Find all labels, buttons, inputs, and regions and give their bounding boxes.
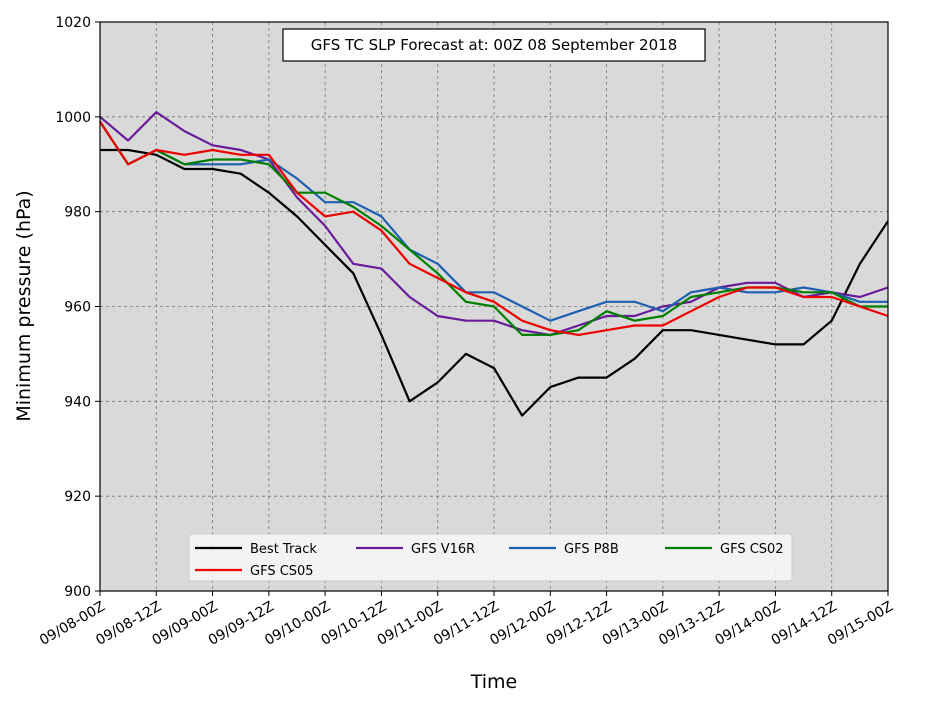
chart-title: GFS TC SLP Forecast at: 00Z 08 September… [311, 36, 677, 54]
legend-label-gfs-p8b: GFS P8B [564, 542, 619, 557]
series-lines [99, 110, 889, 417]
x-axis: 09/08-00Z09/08-12Z09/09-00Z09/09-12Z09/1… [37, 591, 896, 649]
series-line-gfs-v16r [99, 110, 889, 336]
y-tick-label: 900 [64, 584, 91, 600]
y-axis: 900 920 940 960 980 1000 1020 [55, 15, 100, 600]
series-line-gfs-cs05 [99, 120, 889, 336]
y-tick-label: 1020 [55, 15, 91, 31]
legend: Best Track GFS V16R GFS P8B GFS CS02 GFS CS0… [188, 533, 793, 582]
series-line-best-track [100, 148, 889, 417]
y-tick-label: 1000 [55, 110, 91, 126]
legend-label-gfs-v16r: GFS V16R [411, 542, 475, 557]
x-axis-title: Time [470, 671, 518, 693]
y-axis-title: Minimum pressure (hPa) [13, 190, 35, 421]
legend-label-gfs-cs05: GFS CS05 [250, 564, 314, 579]
chart-title-box: GFS TC SLP Forecast at: 00Z 08 September… [282, 28, 706, 62]
y-tick-label: 960 [64, 300, 91, 316]
legend-label-gfs-cs02: GFS CS02 [720, 542, 784, 557]
legend-box [188, 533, 793, 582]
y-tick-label: 980 [64, 205, 91, 221]
y-tick-label: 940 [64, 394, 91, 410]
y-tick-label: 920 [64, 489, 91, 505]
series-line-gfs-p8b [99, 120, 888, 322]
legend-label-best-track: Best Track [250, 542, 317, 557]
